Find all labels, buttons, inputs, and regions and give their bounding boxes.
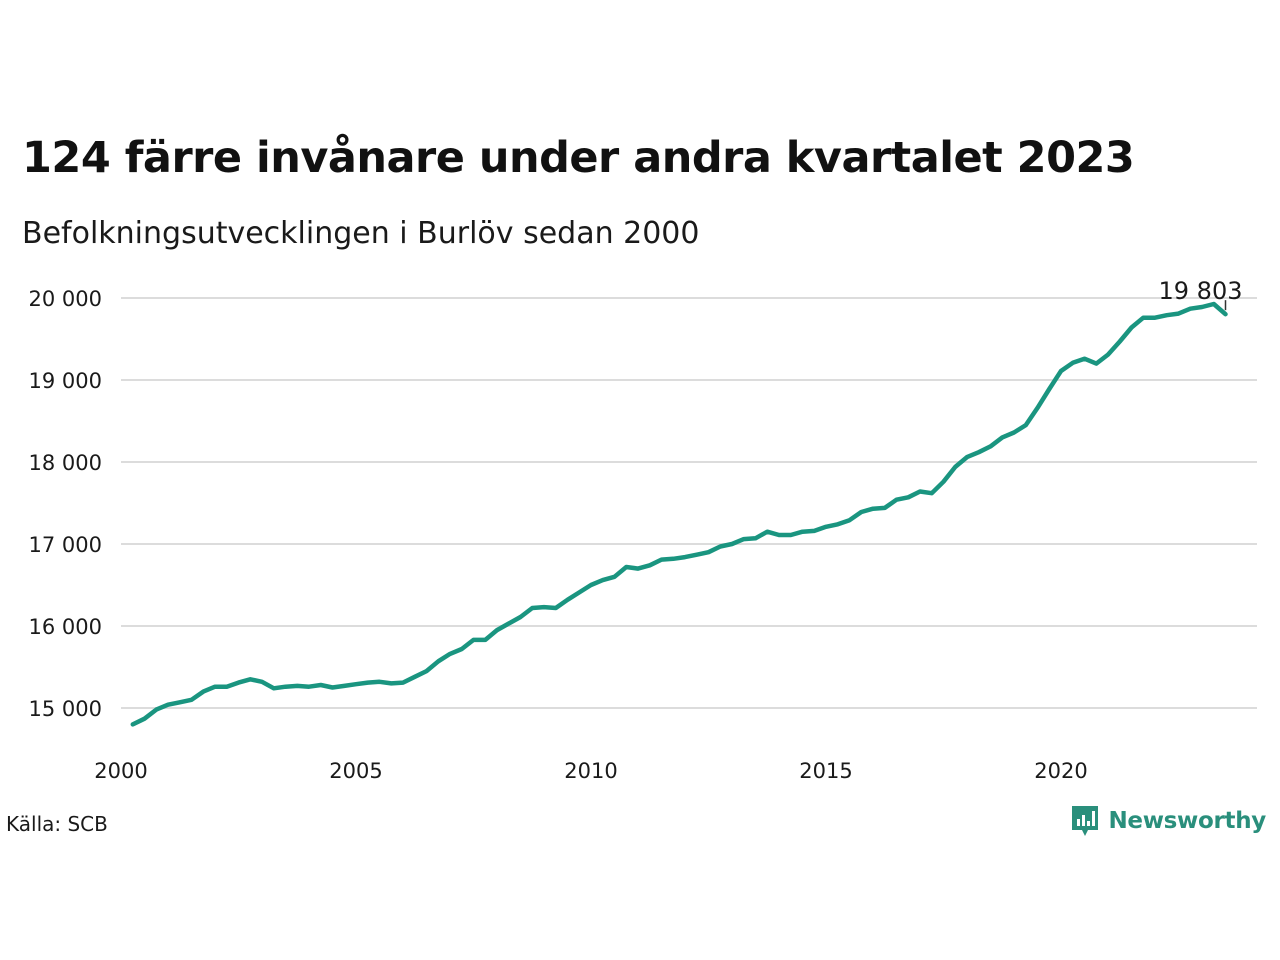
source-note: Källa: SCB: [6, 812, 108, 836]
y-tick-label: 17 000: [29, 533, 102, 557]
y-tick-label: 18 000: [29, 451, 102, 475]
x-tick-label: 2010: [564, 759, 617, 783]
brand-logo: Newsworthy: [1070, 804, 1266, 838]
x-tick-label: 2000: [94, 759, 147, 783]
gridlines: [121, 297, 1257, 709]
y-tick-label: 16 000: [29, 615, 102, 639]
series-layer: [130, 301, 1228, 727]
annotation-label: 19 803: [1159, 277, 1243, 305]
x-tick-label: 2015: [799, 759, 852, 783]
brand-name: Newsworthy: [1108, 808, 1266, 834]
y-tick-label: 19 000: [29, 369, 102, 393]
x-axis-tick-labels: 2000 2005 2010 2015 2020: [94, 759, 1087, 783]
x-tick-label: 2005: [329, 759, 382, 783]
series-line: [130, 301, 1228, 727]
y-axis-tick-labels: 15 000 16 000 17 000 18 000 19 000 20 000: [29, 287, 102, 721]
chart-title: 124 färre invånare under andra kvartalet…: [22, 133, 1135, 183]
y-tick-label: 15 000: [29, 697, 102, 721]
chart-subtitle: Befolkningsutvecklingen i Burlöv sedan 2…: [22, 216, 700, 251]
line-chart: 15 000 16 000 17 000 18 000 19 000 20 000 200…: [29, 277, 1257, 783]
annotation-layer: 19 803: [1159, 277, 1243, 311]
newsworthy-logo-icon: [1072, 806, 1099, 836]
x-tick-label: 2020: [1034, 759, 1087, 783]
y-tick-label: 20 000: [29, 287, 102, 311]
